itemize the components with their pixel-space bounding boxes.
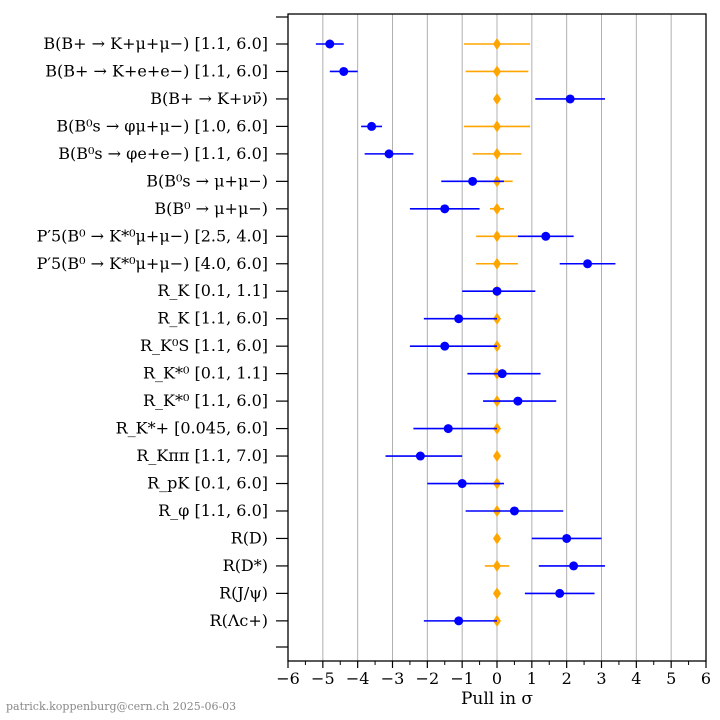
y-tick-label: R_K [1.1, 6.0] [157,309,268,328]
measurement-point [555,588,565,598]
y-tick-label: R_K⁰S [1.1, 6.0] [140,336,268,355]
sm-point [493,147,501,160]
measurement-point [454,616,464,626]
y-tick-label: R_Kππ [1.1, 7.0] [136,446,268,465]
credit-text: patrick.koppenburg@cern.ch 2025-06-03 [6,700,237,713]
measurement-point [443,424,453,434]
y-tick-label: R_φ [1.1, 6.0] [158,501,268,520]
y-tick-label: B(B+ → K+e+e−) [1.1, 6.0] [45,61,268,80]
measurement-point [565,94,575,104]
x-tick-label: −4 [346,669,370,688]
y-tick-label: R(D*) [223,556,268,575]
sm-point [493,92,501,105]
sm-point [493,120,501,133]
measurement-point [384,149,394,159]
measurement-point [492,286,502,296]
y-tick-label: R_pK [0.1, 6.0] [147,474,268,493]
y-tick-label: R(J/ψ) [219,583,268,602]
x-tick-label: 1 [527,669,537,688]
sm-point [493,587,501,600]
y-tick-label: R_K*⁰ [1.1, 6.0] [143,391,268,410]
y-tick-label: B(B⁰ → μ+μ−) [154,199,268,218]
sm-point [493,532,501,545]
measurement-point [583,259,593,269]
measurement-point [562,533,572,543]
y-tick-label: B(B⁰s → φμ+μ−) [1.0, 6.0] [56,116,268,135]
y-tick-label: P′5(B⁰ → K*⁰μ+μ−) [2.5, 4.0] [37,226,268,245]
x-tick-label: −6 [276,669,300,688]
x-tick-label: −5 [311,669,335,688]
x-tick-label: 5 [666,669,676,688]
measurement-point [457,479,467,489]
measurement-point [541,231,551,241]
measurement-point [569,561,579,571]
measurement-point [325,39,335,49]
measurement-point [440,341,450,351]
y-tick-label: R_K*+ [0.045, 6.0] [116,419,268,438]
x-axis-label: Pull in σ [461,689,533,709]
x-tick-label: 6 [701,669,711,688]
x-tick-label: 2 [562,669,572,688]
y-tick-label: R_K*⁰ [0.1, 1.1] [143,364,268,383]
x-tick-label: 4 [631,669,641,688]
y-tick-label: B(B⁰s → φe+e−) [1.1, 6.0] [58,144,268,163]
sm-point [493,230,501,243]
measurement-point [367,121,377,131]
sm-point [493,450,501,463]
measurement-point [513,396,523,406]
x-tick-label: −3 [381,669,405,688]
plot-frame [287,13,707,662]
measurement-point [468,176,478,186]
y-axis-labels: B(B+ → K+μ+μ−) [1.1, 6.0] B(B+ → K+e+e−) … [37,16,288,648]
measurement-point [509,506,519,516]
x-tick-label: 0 [492,669,502,688]
y-tick-label: B(B+ → K+νν̄) [150,89,268,108]
measurement-point [415,451,425,461]
y-tick-label: R(Λc+) [210,611,268,630]
sm-point [493,38,501,50]
y-tick-label: B(B⁰s → μ+μ−) [146,171,268,190]
y-tick-label: P′5(B⁰ → K*⁰μ+μ−) [4.0, 6.0] [37,254,268,273]
y-tick-label: B(B+ → K+μ+μ−) [1.1, 6.0] [43,34,268,53]
sm-point [493,65,501,78]
x-tick-label: 3 [596,669,606,688]
measurement-point [454,314,464,324]
measurement-point [440,204,450,214]
data-marks [315,38,616,627]
x-tick-label: −1 [450,669,474,688]
measurement-point [497,369,507,379]
sm-point [493,559,501,572]
sm-point [493,257,501,270]
x-tick-label: −2 [416,669,440,688]
measurement-point [339,66,349,76]
x-axis-ticks: −6 −5 −4 −3 −2 −1 0 1 2 3 4 5 6 [276,661,711,688]
sm-point [493,202,501,215]
y-tick-label: R_K [0.1, 1.1] [157,281,268,300]
y-tick-label: R(D) [231,528,268,547]
